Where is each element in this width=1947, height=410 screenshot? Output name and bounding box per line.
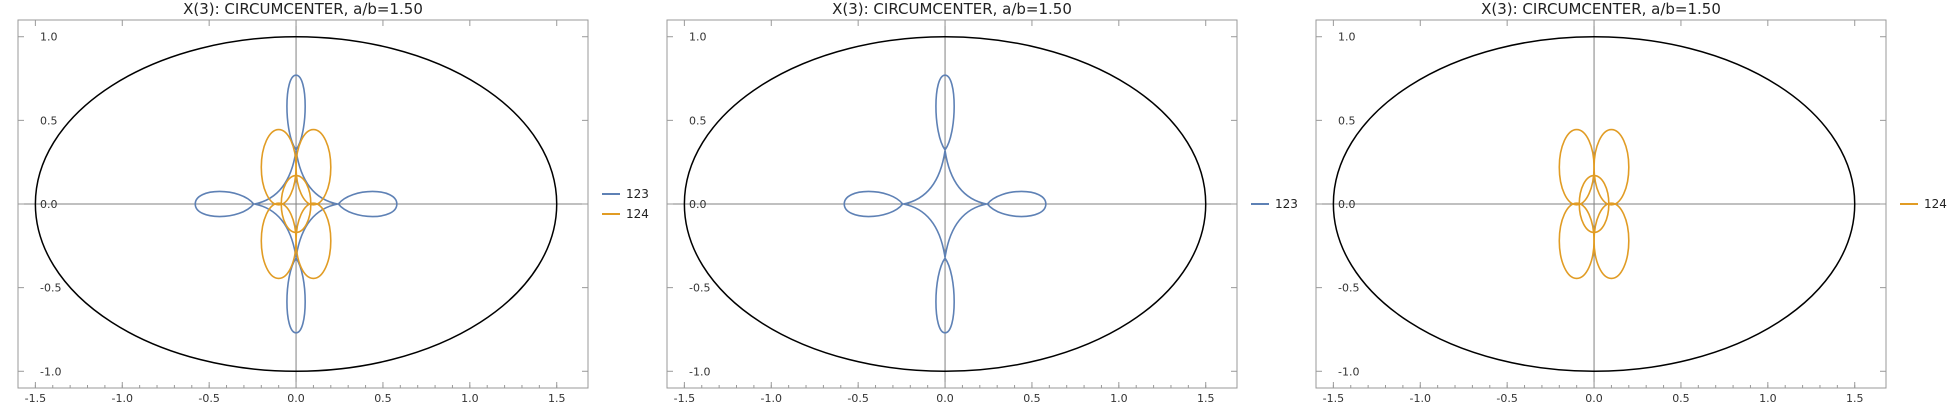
y-tick-label: 0.5 bbox=[689, 114, 707, 127]
x-tick-label: 1.0 bbox=[1110, 392, 1128, 405]
chart-title: X(3): CIRCUMCENTER, a/b=1.50 bbox=[832, 0, 1072, 18]
petal bbox=[337, 190, 398, 218]
inner-loop bbox=[280, 174, 312, 234]
x-tick-label: 0.5 bbox=[1672, 392, 1690, 405]
x-tick-label: 1.5 bbox=[1846, 392, 1864, 405]
lobe bbox=[1558, 128, 1595, 206]
x-tick-label: 1.5 bbox=[1197, 392, 1215, 405]
petal bbox=[286, 74, 306, 151]
x-tick-label: -1.0 bbox=[1410, 392, 1431, 405]
petal bbox=[935, 74, 955, 151]
x-tick-label: -1.0 bbox=[761, 392, 782, 405]
series-124 bbox=[260, 128, 332, 280]
inner-loop bbox=[1578, 174, 1610, 234]
x-tick-label: -0.5 bbox=[1496, 392, 1517, 405]
chart-svg: X(3): CIRCUMCENTER, a/b=1.50 -1.5 -1.0 -0.5… bbox=[17, 0, 649, 405]
legend-label: 123 bbox=[1275, 197, 1298, 211]
lobe bbox=[260, 128, 297, 206]
series-124 bbox=[1558, 128, 1630, 280]
petal bbox=[843, 190, 904, 218]
chart-panel-1: X(3): CIRCUMCENTER, a/b=1.50 -1.5 -1.0 -0.5… bbox=[0, 0, 649, 406]
y-tick-label: -1.0 bbox=[40, 365, 61, 378]
y-tick-label: 0.0 bbox=[689, 198, 707, 211]
y-tick-label: 1.0 bbox=[1338, 31, 1356, 44]
x-tick-label: 0.0 bbox=[1585, 392, 1603, 405]
x-tick-label: 0.0 bbox=[287, 392, 305, 405]
series-123 bbox=[194, 74, 398, 334]
y-tick-label: -1.0 bbox=[1338, 365, 1359, 378]
outer-ellipse bbox=[1332, 35, 1856, 373]
cusp-arc bbox=[295, 150, 338, 205]
chart-svg: X(3): CIRCUMCENTER, a/b=1.50 -1.5 -1.0 -0.5… bbox=[1315, 0, 1947, 405]
y-tick-label: 1.0 bbox=[689, 31, 707, 44]
chart-panel-2: X(3): CIRCUMCENTER, a/b=1.50 -1.5 -1.0 -0.5… bbox=[649, 0, 1298, 406]
y-tick-label: 0.5 bbox=[40, 114, 58, 127]
y-tick-label: 0.5 bbox=[1338, 114, 1356, 127]
lobe bbox=[1558, 202, 1595, 280]
y-tick-label: 0.0 bbox=[40, 198, 58, 211]
petal bbox=[986, 190, 1047, 218]
y-tick-label: 1.0 bbox=[40, 31, 58, 44]
x-tick-label: -1.5 bbox=[1323, 392, 1344, 405]
x-tick-label: 1.0 bbox=[1759, 392, 1777, 405]
cusp-arc bbox=[903, 203, 946, 258]
x-tick-label: 0.5 bbox=[1023, 392, 1040, 405]
legend-label: 124 bbox=[626, 207, 649, 221]
chart-svg: X(3): CIRCUMCENTER, a/b=1.50 -1.5 -1.0 -0.5… bbox=[666, 0, 1298, 405]
petal bbox=[286, 257, 306, 334]
x-tick-label: -1.5 bbox=[25, 392, 46, 405]
petal bbox=[194, 190, 255, 218]
y-tick-label: -0.5 bbox=[1338, 282, 1359, 295]
x-tick-label: -1.0 bbox=[112, 392, 133, 405]
cusp-arc bbox=[903, 150, 946, 205]
outer-ellipse bbox=[683, 35, 1207, 373]
chart-panel-3: X(3): CIRCUMCENTER, a/b=1.50 -1.5 -1.0 -0.5… bbox=[1298, 0, 1947, 406]
lobe bbox=[1593, 202, 1630, 280]
chart-title: X(3): CIRCUMCENTER, a/b=1.50 bbox=[183, 0, 423, 18]
x-tick-label: 1.0 bbox=[461, 392, 479, 405]
outer-ellipse bbox=[34, 35, 558, 373]
y-tick-label: -0.5 bbox=[689, 282, 710, 295]
lobe bbox=[295, 202, 332, 280]
cusp-arc bbox=[295, 203, 338, 258]
x-tick-label: -1.5 bbox=[674, 392, 695, 405]
y-tick-label: -1.0 bbox=[689, 365, 710, 378]
x-tick-label: -0.5 bbox=[198, 392, 219, 405]
chart-title: X(3): CIRCUMCENTER, a/b=1.50 bbox=[1481, 0, 1721, 18]
x-tick-label: 0.5 bbox=[374, 392, 392, 405]
x-tick-label: 1.5 bbox=[548, 392, 566, 405]
cusp-arc bbox=[254, 203, 297, 258]
cusp-arc bbox=[944, 150, 987, 205]
series-123 bbox=[843, 74, 1047, 334]
lobe bbox=[1593, 128, 1630, 206]
legend-label: 123 bbox=[626, 187, 649, 201]
y-tick-label: 0.0 bbox=[1338, 198, 1356, 211]
legend-label: 124 bbox=[1924, 197, 1947, 211]
cusp-arc bbox=[944, 203, 987, 258]
x-tick-label: -0.5 bbox=[847, 392, 868, 405]
cusp-arc bbox=[254, 150, 297, 205]
x-tick-label: 0.0 bbox=[936, 392, 954, 405]
lobe bbox=[295, 128, 332, 206]
y-tick-label: -0.5 bbox=[40, 282, 61, 295]
petal bbox=[935, 257, 955, 334]
lobe bbox=[260, 202, 297, 280]
